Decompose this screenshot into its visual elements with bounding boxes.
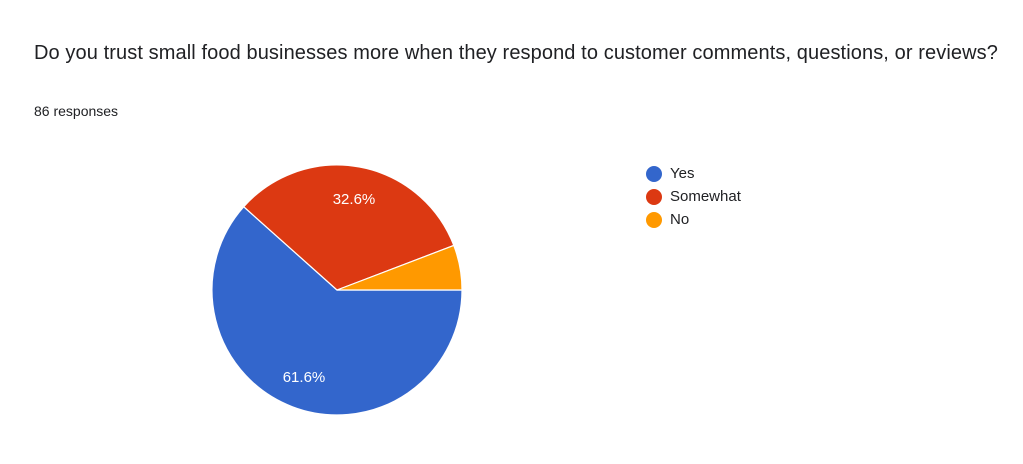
legend-label: Somewhat [670,188,741,205]
pie-slice-somewhat[interactable] [242,164,455,291]
slice-label-somewhat: 32.6% [333,191,376,208]
legend-swatch-icon [646,188,662,205]
legend-item-no[interactable]: No [646,208,741,231]
pie-slice-no[interactable] [336,244,463,291]
pie-slices [211,164,463,416]
legend-label: Yes [670,165,695,182]
slice-label-yes: 61.6% [283,369,326,386]
legend-item-somewhat[interactable]: Somewhat [646,185,741,208]
legend-item-yes[interactable]: Yes [646,162,741,185]
response-count: 86 responses [34,103,119,119]
chart-legend: Yes Somewhat No [646,162,741,231]
legend-label: No [670,211,690,228]
legend-swatch-icon [646,211,662,228]
pie-slice-yes[interactable] [211,205,463,416]
legend-swatch-icon [646,165,662,182]
question-title: Do you trust small food businesses more … [34,42,998,64]
